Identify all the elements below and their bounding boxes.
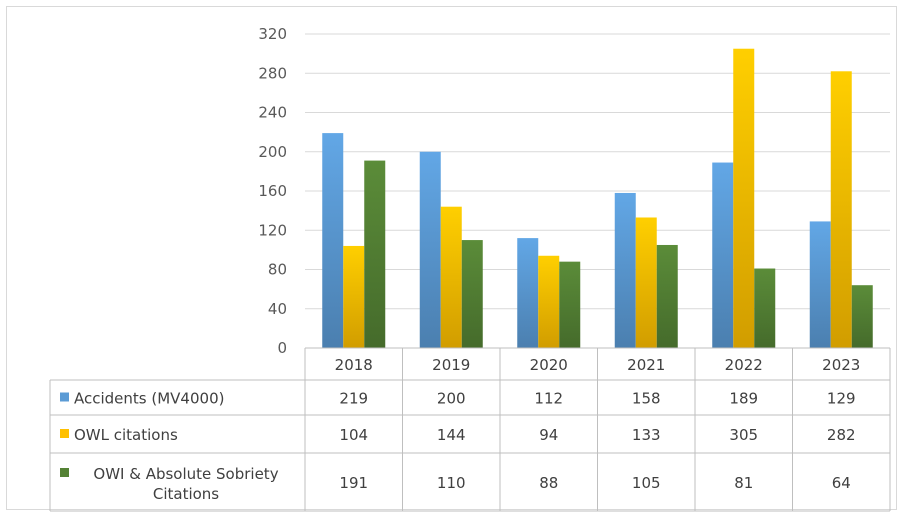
legend-swatch (60, 429, 69, 438)
bar-accidents-mv4000-2019 (419, 151, 441, 348)
bar-accidents-mv4000-2018 (322, 133, 344, 348)
y-tick-label: 200 (258, 143, 287, 161)
bar-owl-citations-2021 (635, 217, 657, 348)
bar-owi-absolute-sobriety-citations-2022 (754, 268, 776, 348)
table-value: 191 (339, 474, 368, 492)
bar-accidents-mv4000-2021 (614, 192, 636, 348)
legend-label: OWL citations (74, 426, 178, 444)
table-value: 133 (632, 426, 661, 444)
table-value: 81 (734, 474, 753, 492)
x-tick-label: 2023 (822, 356, 860, 374)
table-value: 305 (729, 426, 758, 444)
table-value: 105 (632, 474, 661, 492)
bar-accidents-mv4000-2020 (517, 238, 539, 348)
table-value: 104 (339, 426, 368, 444)
bar-owl-citations-2022 (733, 48, 755, 348)
bar-owi-absolute-sobriety-citations-2020 (559, 261, 581, 348)
table-value: 110 (437, 474, 466, 492)
bar-owi-absolute-sobriety-citations-2021 (656, 244, 678, 348)
bar-owi-absolute-sobriety-citations-2018 (364, 160, 386, 348)
x-tick-label: 2020 (530, 356, 568, 374)
table-value: 112 (534, 390, 563, 408)
legend-swatch (60, 392, 69, 402)
legend-label-line: OWI & Absolute Sobriety (93, 465, 278, 483)
bar-accidents-mv4000-2023 (809, 221, 831, 348)
x-tick-label: 2019 (432, 356, 470, 374)
y-tick-label: 120 (258, 221, 287, 239)
table-value: 200 (437, 390, 466, 408)
legend-label: Accidents (MV4000) (74, 390, 224, 408)
table-value: 88 (539, 474, 558, 492)
y-tick-label: 280 (258, 64, 287, 82)
gridlines (305, 33, 890, 310)
bar-owl-citations-2020 (538, 255, 560, 348)
y-axis: 0 40 80 120 160 200 240 280 320 (258, 25, 287, 357)
y-tick-label: 240 (258, 104, 287, 122)
bars (322, 48, 873, 348)
x-tick-label: 2021 (627, 356, 665, 374)
bar-owi-absolute-sobriety-citations-2019 (461, 240, 483, 348)
legend-label: OWI & Absolute Sobriety Citations (93, 465, 278, 503)
table-value: 94 (539, 426, 558, 444)
bar-owi-absolute-sobriety-citations-2023 (851, 285, 873, 348)
y-tick-label: 160 (258, 182, 287, 200)
bar-owl-citations-2023 (830, 71, 852, 348)
y-tick-label: 80 (268, 261, 287, 279)
y-tick-label: 320 (258, 25, 287, 43)
table-value: 282 (827, 426, 856, 444)
chart-frame (6, 6, 897, 510)
table-value: 129 (827, 390, 856, 408)
legend-label-line: Citations (153, 485, 219, 503)
x-tick-label: 2022 (725, 356, 763, 374)
table-value: 189 (729, 390, 758, 408)
table-value: 144 (437, 426, 466, 444)
table-value: 64 (832, 474, 851, 492)
bar-owl-citations-2018 (343, 245, 365, 348)
bar-owl-citations-2019 (440, 206, 462, 348)
data-table: 2018 2019 2020 2021 2022 2023 Accidents (MV400… (49, 347, 891, 512)
table-value: 219 (339, 390, 368, 408)
y-tick-label: 40 (268, 300, 287, 318)
bar-accidents-mv4000-2022 (712, 162, 734, 348)
table-value: 158 (632, 390, 661, 408)
y-tick-label: 0 (277, 339, 287, 357)
x-tick-label: 2018 (335, 356, 373, 374)
legend-swatch (60, 468, 69, 477)
